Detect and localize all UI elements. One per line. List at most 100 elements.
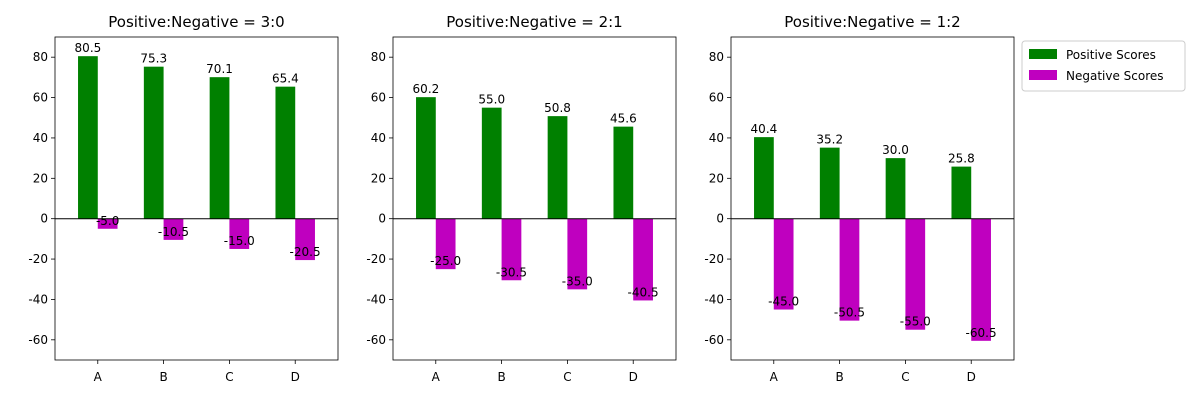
x-tick-label: B [835, 370, 843, 384]
positive-bar-a [416, 97, 436, 219]
data-label: -60.5 [966, 326, 997, 340]
y-tick-label: 20 [371, 171, 386, 185]
y-tick-label: 60 [371, 91, 386, 105]
positive-bar-c [547, 116, 568, 219]
subplot-3: Positive:Negative = 1:2 40.4 35.2 30.0 25.8 -… [704, 13, 1015, 384]
negative-bar-c [905, 218, 926, 330]
y-tick-label: 20 [33, 171, 48, 185]
data-label: 55.0 [478, 93, 505, 107]
data-label: 45.6 [610, 112, 637, 126]
data-label: 40.4 [751, 122, 778, 136]
y-tick-label: 80 [371, 50, 386, 64]
data-label: -50.5 [834, 306, 865, 320]
negative-bar-a [773, 218, 794, 310]
positive-bar-d [613, 126, 634, 219]
y-tick-label: -20 [366, 252, 386, 266]
legend-label: Negative Scores [1066, 69, 1164, 83]
subplot-title: Positive:Negative = 1:2 [784, 13, 960, 31]
y-tick-label: 60 [33, 91, 48, 105]
negative-bar-a [97, 218, 118, 229]
x-tick-label: C [563, 370, 571, 384]
data-label: -5.0 [96, 214, 119, 228]
positive-bar-a [78, 56, 98, 219]
y-tick-label: 40 [371, 131, 386, 145]
legend: Positive Scores Negative Scores [1021, 40, 1186, 92]
legend-label: Positive Scores [1066, 48, 1156, 62]
y-tick-label: -40 [704, 292, 724, 306]
y-tick-label: -40 [366, 292, 386, 306]
data-label: 35.2 [816, 133, 843, 147]
x-tick-label: D [967, 370, 976, 384]
x-tick-label: A [94, 370, 103, 384]
positive-bar-b [143, 66, 164, 219]
y-tick-label: -60 [28, 333, 48, 347]
y-tick-label: 40 [709, 131, 724, 145]
x-tick-label: D [629, 370, 638, 384]
data-label: 70.1 [206, 62, 233, 76]
y-tick-label: 0 [378, 212, 386, 226]
data-label: -40.5 [628, 285, 659, 299]
data-label: 50.8 [544, 101, 571, 115]
y-tick-label: 60 [709, 91, 724, 105]
negative-bar-b [163, 218, 184, 240]
subplot-title: Positive:Negative = 3:0 [108, 13, 284, 31]
subplot-1: Positive:Negative = 3:0 80.5 75.3 70.1 65.4 -… [28, 13, 339, 384]
positive-bar-d [951, 166, 972, 219]
data-label: -30.5 [496, 265, 527, 279]
data-label: 80.5 [75, 41, 102, 55]
y-tick-label: -20 [28, 252, 48, 266]
positive-bar-b [481, 107, 502, 219]
positive-bar-d [275, 86, 296, 219]
axes-frame [730, 36, 1015, 361]
y-tick-label: 0 [40, 212, 48, 226]
positive-bar-a [754, 137, 774, 219]
axes-frame [392, 36, 677, 361]
negative-bar-b [501, 218, 522, 281]
x-tick-label: C [901, 370, 909, 384]
negative-bar-a [435, 218, 456, 270]
x-tick-label: B [159, 370, 167, 384]
subplot-title: Positive:Negative = 2:1 [446, 13, 622, 31]
y-tick-label: -40 [28, 292, 48, 306]
y-tick-label: -60 [704, 333, 724, 347]
x-tick-label: A [770, 370, 779, 384]
data-label: 60.2 [413, 82, 440, 96]
negative-bar-d [971, 218, 991, 341]
axes-frame [54, 36, 339, 361]
data-label: 25.8 [948, 152, 975, 166]
negative-bar-d [295, 218, 315, 261]
legend-box [1021, 40, 1186, 92]
data-label: -10.5 [158, 225, 189, 239]
positive-bar-b [819, 147, 840, 219]
data-label: -15.0 [224, 234, 255, 248]
positive-bar-c [209, 77, 230, 219]
y-tick-label: -20 [704, 252, 724, 266]
y-tick-label: 80 [709, 50, 724, 64]
negative-bar-d [633, 218, 653, 301]
data-label: 75.3 [140, 52, 167, 66]
negative-bar-c [567, 218, 588, 290]
positive-bar-c [885, 158, 906, 219]
negative-bar-b [839, 218, 860, 321]
data-label: -20.5 [290, 245, 321, 259]
y-tick-label: -60 [366, 333, 386, 347]
data-label: -55.0 [900, 315, 931, 329]
subplot-2: Positive:Negative = 2:1 60.2 55.0 50.8 45.6 -… [366, 13, 677, 384]
x-tick-label: A [432, 370, 441, 384]
data-label: -35.0 [562, 274, 593, 288]
x-tick-label: C [225, 370, 233, 384]
legend-swatch-negative [1029, 70, 1057, 80]
y-tick-label: 0 [716, 212, 724, 226]
y-tick-label: 40 [33, 131, 48, 145]
data-label: 65.4 [272, 72, 299, 86]
data-label: -45.0 [768, 295, 799, 309]
x-tick-label: D [291, 370, 300, 384]
data-label: 30.0 [882, 143, 909, 157]
y-tick-label: 20 [709, 171, 724, 185]
data-label: -25.0 [430, 254, 461, 268]
y-tick-label: 80 [33, 50, 48, 64]
x-tick-label: B [497, 370, 505, 384]
legend-swatch-positive [1029, 49, 1057, 59]
negative-bar-c [229, 218, 250, 249]
